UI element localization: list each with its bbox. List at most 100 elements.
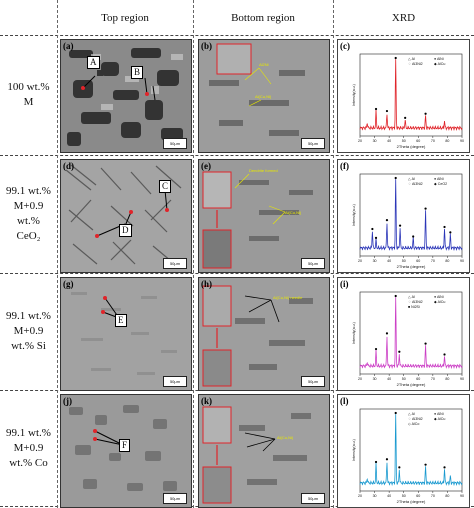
x-tick-label: 20 [358,139,362,143]
row-label-line: 99.1 wt.% [6,426,51,439]
divider-line [333,0,334,508]
x-tick-label: 30 [373,139,377,143]
x-axis-label: 2Theta (degree) [397,382,426,387]
callout-label: F [119,439,131,452]
annotation-text: Al(Cu,Ni) needle [273,295,303,300]
xrd-series-line [359,179,463,252]
plot-frame [359,173,463,257]
row-label: 99.1 wt.% M+0.9 wt.% CeO₂ [0,155,57,273]
peak-marker [398,224,402,227]
annotation-text: Al2Ni [259,62,269,67]
panel-letter: (e) [201,161,211,171]
x-tick-label: 80 [445,377,449,381]
annotation-text: Al(Cu,Ni) [277,435,294,440]
legend-entry: ■ Ni2Si [408,305,420,309]
scale-bar: 50μm [163,493,187,504]
row-label-line: M+0.9 [13,200,44,212]
xrd-panel: (l) 20 30 40 50 60 70 80 90 2Theta (degree) Inten… [337,394,470,508]
annotation-text: Al(Cu,Ni) [285,210,302,215]
xrd-chart: 20 30 40 50 60 70 80 90 2Theta (degree) Intensity… [352,173,464,269]
callout-label: A [87,56,100,69]
row-label-line: M [23,96,34,108]
x-tick-label: 90 [460,139,464,143]
sem-image-bottom: (b) Al2Ni Al(Cu,Ni) 50μm [198,39,330,153]
column-headers: Top region Bottom region XRD [0,0,474,35]
x-axis-label: 2Theta (degree) [397,144,426,149]
y-axis-label: Intensity(a.u.) [352,322,356,344]
peak-marker [424,207,427,210]
header-bottom-region: Bottom region [231,11,295,24]
microstructure-texture [61,40,191,152]
microstructure-texture [199,395,329,507]
peak-marker [443,225,446,229]
peak-marker [394,294,397,298]
callout-label: C [159,180,172,193]
annotation-text: Dendrite formed [249,168,278,173]
peak-marker [385,219,389,222]
y-axis-label: Intensity(a.u.) [352,439,356,461]
header-top-region: Top region [101,11,149,24]
xrd-series-line [359,414,463,487]
sem-image-top: (a) A B 50μm [60,39,192,153]
x-axis-label: 2Theta (degree) [397,264,426,269]
figure-row-2: 99.1 wt.% M+0.9 wt.% CeO₂ (d) C D [0,155,474,273]
peak-marker [412,235,415,238]
microstructure-texture [61,278,191,390]
microstructure-texture [199,160,329,272]
sem-image-bottom: (k) Al(Cu,Ni) 50μm [198,394,330,508]
legend-entry: ♢ Al3Ni2 [408,300,423,304]
x-tick-label: 40 [387,139,391,143]
panel-letter: (c) [340,41,350,51]
header-spacer [0,0,57,35]
legend-entry: ♢ Al3Ni2 [408,417,423,421]
scale-bar: 50μm [301,376,325,387]
scale-bar: 50μm [301,138,325,149]
legend-entry: ♢ Al3Ni2 [408,182,423,186]
divider-line [0,273,474,274]
scale-bar: 50μm [163,376,187,387]
annotation-text: Al(Cu,Ni) [255,94,272,99]
x-tick-label: 50 [402,139,406,143]
row-label-line: wt.% Co [9,456,48,469]
peak-marker [449,231,452,234]
peak-marker [398,350,401,353]
x-tick-label: 40 [387,259,391,263]
sem-image-bottom: (e) Dendrite formed Al(Cu,Ni) 50μm [198,159,330,273]
peak-marker [394,411,397,415]
microstructure-texture [199,278,329,390]
x-tick-label: 20 [358,494,362,498]
x-tick-label: 80 [445,139,449,143]
peak-marker [394,56,397,60]
legend-entry: ◆ AlCu [434,62,445,66]
x-tick-label: 20 [358,259,362,263]
row-label-line: M+0.9 [13,441,44,454]
divider-line [57,0,58,508]
x-tick-label: 70 [431,377,435,381]
x-tick-label: 20 [358,377,362,381]
legend-entry: △ Al [408,295,415,299]
legend-entry: △ Al [408,57,415,61]
scale-bar: 50μm [301,258,325,269]
legend-entry: ◇ AlCo [408,422,419,426]
x-tick-label: 30 [373,377,377,381]
plot-frame [359,291,463,375]
x-tick-label: 60 [416,377,420,381]
x-tick-label: 30 [373,494,377,498]
panel-letter: (f) [340,161,349,171]
xrd-chart: 20 30 40 50 60 70 80 90 2Theta (degree) Intensity… [352,53,464,149]
plot-frame [359,53,463,137]
x-tick-label: 60 [416,494,420,498]
x-tick-label: 50 [402,377,406,381]
panel-letter: (l) [340,396,349,406]
peak-marker [398,466,401,469]
sem-image-top: (g) E 50μm [60,277,192,391]
x-tick-label: 50 [402,259,406,263]
xrd-series-line [359,59,463,132]
peak-marker [374,107,378,111]
row-label-line: wt.% [17,215,40,227]
x-tick-label: 70 [431,494,435,498]
legend-entry: ♢ Al3Ni2 [408,62,423,66]
figure-row-1: 100 wt.% M [0,35,474,155]
sem-image-bottom: (h) Al(Cu,Ni) needle 50μm [198,277,330,391]
peak-marker [385,458,389,461]
